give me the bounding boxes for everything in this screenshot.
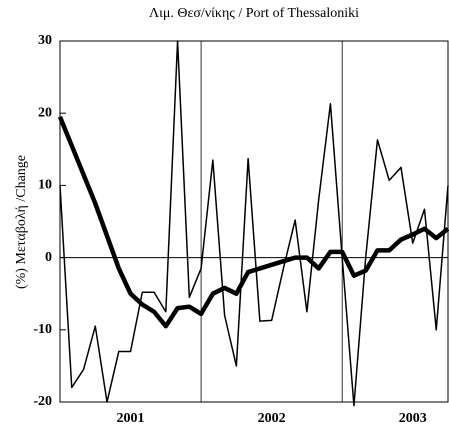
x-tick-label: 2002 [258, 411, 286, 426]
x-tick-label: 2001 [117, 411, 145, 426]
series-line [57, 115, 449, 329]
y-tick-label: 30 [38, 33, 52, 48]
chart-title: Λιμ. Θεσ/νίκης / Port of Thessaloniki [149, 6, 359, 21]
y-tick-label: 20 [38, 105, 52, 120]
y-axis-label: (%) Μεταβολή /Change [14, 155, 29, 289]
y-tick-label: 10 [38, 178, 52, 193]
y-tick-label: -20 [33, 394, 52, 409]
y-tick-label: 0 [45, 250, 52, 265]
x-tick-label: 2003 [399, 411, 427, 426]
plot-frame [59, 40, 449, 403]
series-line [59, 40, 449, 407]
y-tick-label: -10 [33, 322, 52, 337]
